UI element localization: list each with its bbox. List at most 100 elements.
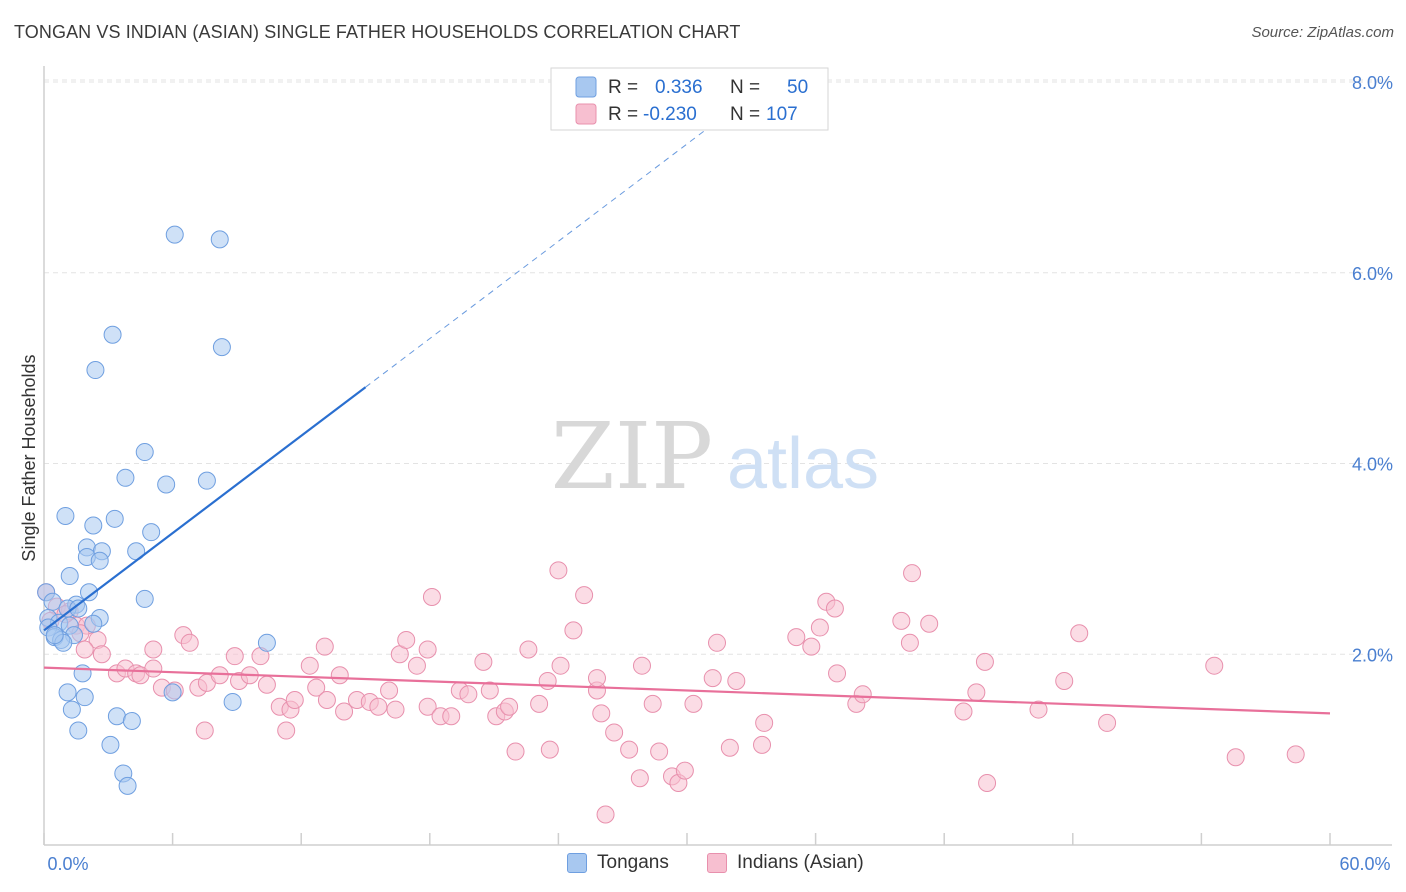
tongan-point xyxy=(43,592,62,611)
indian-point xyxy=(975,652,994,671)
indian-point xyxy=(386,700,405,719)
legend-swatch-tongans xyxy=(575,76,597,98)
indian-point xyxy=(549,561,568,580)
x-tick-label: 0.0% xyxy=(47,854,88,874)
tongan-point xyxy=(101,735,120,754)
indian-point xyxy=(330,666,349,685)
indian-point xyxy=(1029,700,1048,719)
indian-point xyxy=(1070,624,1089,643)
indian-point xyxy=(474,652,493,671)
tongan-point xyxy=(118,776,137,795)
indian-point xyxy=(1286,745,1305,764)
tongan-point xyxy=(103,325,122,344)
tick-labels: 2.0% 4.0% 6.0% 8.0% 0.0% 60.0% xyxy=(47,73,1393,874)
tongan-point xyxy=(107,707,126,726)
watermark: ZIP atlas xyxy=(551,403,879,510)
indian-point xyxy=(315,637,334,656)
legend-swatch-tongans xyxy=(567,853,587,873)
indian-point xyxy=(755,713,774,732)
indian-point xyxy=(180,633,199,652)
tongan-point xyxy=(60,567,79,586)
indian-point xyxy=(708,633,727,652)
indian-point xyxy=(530,694,549,713)
indian-point xyxy=(727,671,746,690)
y-tick-label: 8.0% xyxy=(1352,73,1393,93)
indian-point xyxy=(144,640,163,659)
indian-point xyxy=(397,630,416,649)
indian-point xyxy=(380,681,399,700)
tongan-point xyxy=(223,692,242,711)
y-axis-title: Single Father Households xyxy=(19,354,39,561)
tongan-point xyxy=(142,523,161,542)
legend-r-value-tongans: 0.336 xyxy=(655,77,703,98)
legend-label-indians: Indians (Asian) xyxy=(737,852,864,873)
indian-point xyxy=(630,769,649,788)
legend-item-indians[interactable]: Indians (Asian) xyxy=(707,852,864,874)
indian-point xyxy=(954,702,973,721)
x-tick-label: 60.0% xyxy=(1339,854,1390,874)
tongan-point xyxy=(116,468,135,487)
tongan-point xyxy=(197,471,216,490)
tongan-point xyxy=(58,683,77,702)
tongan-point xyxy=(69,599,88,618)
tongan-point xyxy=(135,443,154,462)
tongan-point xyxy=(69,721,88,740)
indian-point xyxy=(418,640,437,659)
tongan-point xyxy=(75,688,94,707)
source-label: Source: ZipAtlas.com xyxy=(1251,24,1394,41)
tongan-point xyxy=(86,361,105,380)
indian-point xyxy=(575,586,594,605)
tongan-point xyxy=(73,664,92,683)
tongan-points xyxy=(37,225,276,795)
indian-point xyxy=(675,761,694,780)
legend-item-tongans[interactable]: Tongans xyxy=(567,852,669,874)
legend-n-label: N = xyxy=(730,77,760,98)
tongan-point xyxy=(105,509,124,528)
y-tick-label: 4.0% xyxy=(1352,455,1393,475)
indian-point xyxy=(1055,671,1074,690)
legend-swatch-indians xyxy=(707,853,727,873)
indian-point xyxy=(632,656,651,675)
legend-n-label: N = xyxy=(730,104,760,125)
indian-point xyxy=(459,685,478,704)
indian-point xyxy=(978,774,997,793)
indian-point xyxy=(1098,713,1117,732)
indian-point xyxy=(592,704,611,723)
tongan-point xyxy=(135,589,154,608)
indian-point xyxy=(787,628,806,647)
indian-point xyxy=(903,564,922,583)
indian-point xyxy=(335,702,354,721)
indian-point xyxy=(506,742,525,761)
indian-point xyxy=(564,621,583,640)
tongan-trend-line xyxy=(43,386,367,632)
indian-point xyxy=(442,707,461,726)
indian-point xyxy=(828,664,847,683)
indian-point xyxy=(551,656,570,675)
indian-point xyxy=(810,618,829,637)
y-tick-label: 6.0% xyxy=(1352,264,1393,284)
indian-point xyxy=(587,669,606,688)
indian-point xyxy=(538,671,557,690)
indian-point xyxy=(500,697,519,716)
indian-point xyxy=(300,656,319,675)
axes xyxy=(43,66,1392,846)
indian-point xyxy=(277,721,296,740)
tongan-point xyxy=(45,626,64,645)
indian-point xyxy=(307,678,326,697)
tongan-point xyxy=(80,583,99,602)
indian-point xyxy=(720,738,739,757)
indian-point xyxy=(1205,656,1224,675)
indian-point xyxy=(825,599,844,618)
tongan-point xyxy=(84,516,103,535)
tongan-point xyxy=(157,475,176,494)
watermark-atlas: atlas xyxy=(727,424,879,504)
watermark-zip: ZIP xyxy=(551,403,713,510)
indian-point xyxy=(900,633,919,652)
stats-legend: R = 0.336 N = 50 R = -0.230 N = 107 xyxy=(550,67,829,131)
tongan-point xyxy=(62,700,81,719)
indian-point xyxy=(317,691,336,710)
legend-r-label: R = xyxy=(608,77,638,98)
indian-point xyxy=(369,697,388,716)
bottom-legend: Tongans Indians (Asian) xyxy=(0,852,1406,878)
